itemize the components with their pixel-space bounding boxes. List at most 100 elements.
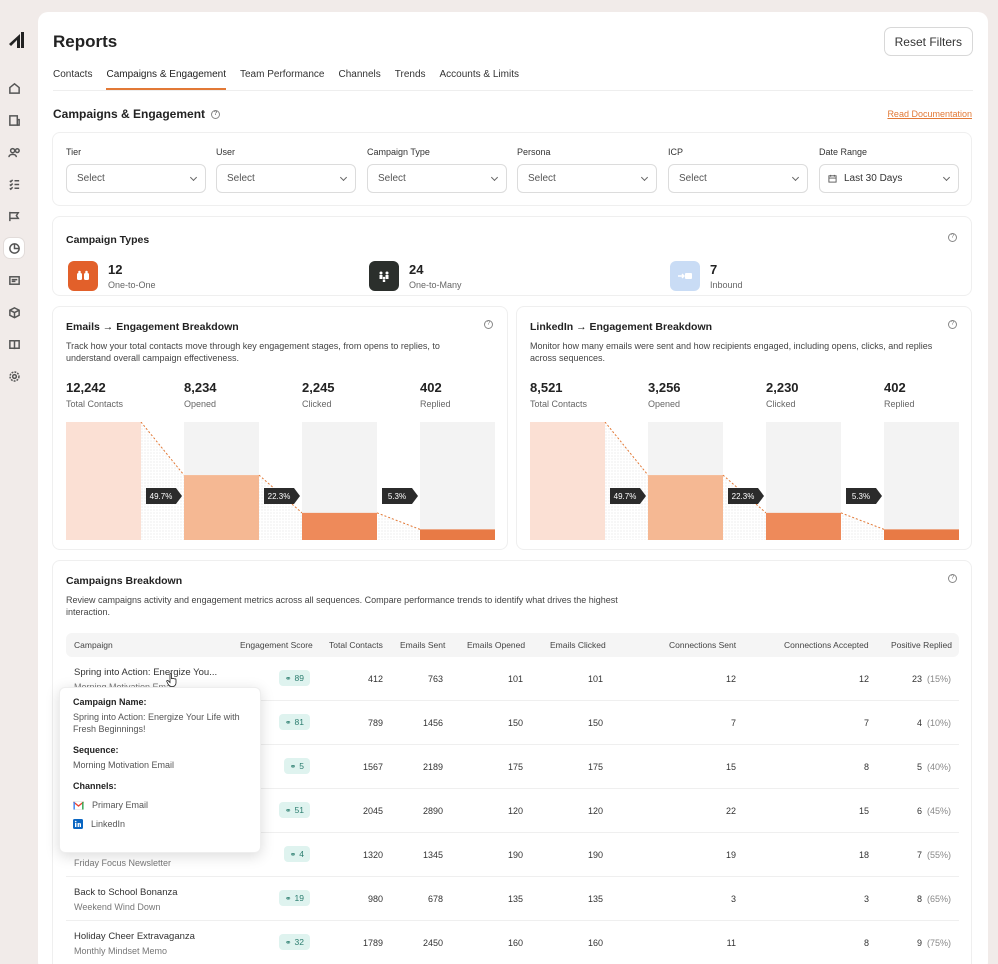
hand-cursor-icon [166, 673, 177, 687]
filter-label: ICP [668, 147, 684, 157]
select-value: Select [679, 173, 707, 184]
metric-opened: 3,256 Opened [648, 380, 681, 409]
settings-gear-icon[interactable] [4, 366, 24, 386]
table-row[interactable]: New YFriday Focus Newsletter⚭41320134519… [66, 833, 959, 877]
col-campaign[interactable]: Campaign [74, 640, 113, 650]
campaign-name[interactable]: Holiday Cheer Extravaganza [74, 931, 195, 942]
replied-percent: (75%) [926, 938, 951, 948]
cell-total: 2045 [362, 806, 383, 816]
engagement-score-badge: ⚭ 19 [278, 890, 310, 906]
cell-total: 789 [367, 718, 383, 728]
help-icon[interactable]: ? [948, 320, 957, 329]
campaign-sequence: Monthly Mindset Memo [74, 946, 168, 956]
link-icon: ⚭ [284, 893, 292, 903]
chevron-down-icon [490, 173, 499, 182]
metric-label: Clicked [766, 399, 796, 409]
metric-value: 2,245 [302, 380, 335, 395]
persona-select[interactable]: Select [517, 164, 657, 193]
campaign-type-one-to-many: 24 One-to-Many [369, 261, 462, 291]
campaign-name[interactable]: Spring into Action: Energize You... [74, 667, 218, 678]
replied-count: 5 [916, 762, 922, 772]
replied-count: 7 [916, 850, 922, 860]
help-icon[interactable]: ? [211, 109, 221, 119]
col-emails-opened[interactable]: Emails Opened [467, 640, 526, 650]
tab-accounts-limits[interactable]: Accounts & Limits [439, 69, 519, 80]
tab-contacts[interactable]: Contacts [53, 69, 93, 80]
funnel-trend-line [604, 422, 649, 476]
reset-filters-button[interactable]: Reset Filters [883, 27, 973, 56]
tier-select[interactable]: Select [66, 164, 206, 193]
table-body: Spring into Action: Energize You... Morni… [66, 657, 959, 964]
campaign-flag-icon[interactable] [4, 206, 24, 226]
users-icon[interactable] [4, 142, 24, 162]
funnel-bar [302, 512, 377, 540]
filter-label: Date Range [819, 147, 868, 157]
help-icon[interactable]: ? [948, 233, 957, 242]
emails-breakdown-card: Emails → Engagement Breakdown ? Track ho… [52, 306, 508, 550]
conversion-rate-badge: 49.7% [146, 488, 182, 504]
inbound-count: 7 [710, 262, 718, 277]
engagement-score-badge: ⚭ 81 [278, 714, 310, 730]
metric-value: 8,521 [530, 380, 563, 395]
icp-select[interactable]: Select [668, 164, 808, 193]
replied-percent: (45%) [926, 806, 951, 816]
cell-clicked: 120 [587, 806, 603, 816]
cell-conn-acc: 12 [858, 674, 869, 684]
tooltip-sequence-label: Sequence: [73, 745, 119, 755]
metric-clicked: 2,245 Clicked [302, 380, 335, 409]
col-total-contacts[interactable]: Total Contacts [329, 640, 383, 650]
metric-label: Opened [184, 399, 217, 409]
cell-conn-sent: 15 [725, 762, 736, 772]
engagement-score-badge: ⚭ 4 [283, 846, 310, 862]
engagement-score-value: 81 [294, 717, 304, 727]
app-logo[interactable] [6, 30, 26, 50]
inbox-icon[interactable] [4, 270, 24, 290]
col-engagement-score[interactable]: Engagement Score [240, 640, 313, 650]
date-range-select[interactable]: Last 30 Days [819, 164, 959, 193]
help-icon[interactable]: ? [484, 320, 493, 329]
engagement-score-badge: ⚭ 89 [278, 670, 310, 686]
col-emails-sent[interactable]: Emails Sent [400, 640, 446, 650]
filter-label: Tier [66, 147, 82, 157]
tab-team-performance[interactable]: Team Performance [240, 69, 325, 80]
tab-trends[interactable]: Trends [394, 69, 426, 80]
filter-icp: ICP Select [668, 147, 808, 193]
metric-value: 12,242 [66, 380, 106, 395]
table-row[interactable]: Holiday Cheer Extravaganza Monthly Mindse… [66, 921, 959, 964]
book-icon[interactable] [4, 334, 24, 354]
metric-value: 3,256 [648, 380, 681, 395]
box-icon[interactable] [4, 302, 24, 322]
table-row[interactable]: Back to School Bonanza Weekend Wind Down ⚭… [66, 877, 959, 921]
tab-channels[interactable]: Channels [338, 69, 381, 80]
building-icon[interactable] [4, 110, 24, 130]
report-tabs: Contacts Campaigns & Engagement Team Per… [53, 68, 519, 90]
read-documentation-link[interactable]: Read Documentation [887, 109, 972, 119]
col-connections-sent[interactable]: Connections Sent [669, 640, 737, 650]
section-title: Campaigns & Engagement ? [53, 107, 221, 121]
campaign-type-select[interactable]: Select [367, 164, 507, 193]
replied-percent: (10%) [926, 718, 951, 728]
col-connections-accepted[interactable]: Connections Accepted [784, 640, 869, 650]
campaign-types-card: Campaign Types ? 12 One-to-One 24 One-to-M… [52, 216, 972, 296]
link-icon: ⚭ [284, 717, 292, 727]
tooltip-name-label: Campaign Name: [73, 697, 147, 707]
home-icon[interactable] [4, 78, 24, 98]
gmail-icon [73, 800, 84, 810]
metric-opened: 8,234 Opened [184, 380, 217, 409]
campaign-name[interactable]: Back to School Bonanza [74, 887, 178, 898]
campaign-sequence: Friday Focus Newsletter [74, 858, 172, 868]
reports-chart-icon[interactable] [4, 238, 24, 258]
cell-conn-sent: 11 [726, 938, 736, 948]
tab-campaigns-engagement[interactable]: Campaigns & Engagement [106, 68, 226, 90]
col-emails-clicked[interactable]: Emails Clicked [550, 640, 606, 650]
link-icon: ⚭ [289, 761, 297, 771]
user-select[interactable]: Select [216, 164, 356, 193]
engagement-score-value: 51 [294, 805, 304, 815]
filter-label: User [216, 147, 236, 157]
metric-total-contacts: 8,521 Total Contacts [530, 380, 587, 409]
tasks-icon[interactable] [4, 174, 24, 194]
help-icon[interactable]: ? [948, 574, 957, 583]
col-positive-replied[interactable]: Positive Replied [891, 640, 952, 650]
